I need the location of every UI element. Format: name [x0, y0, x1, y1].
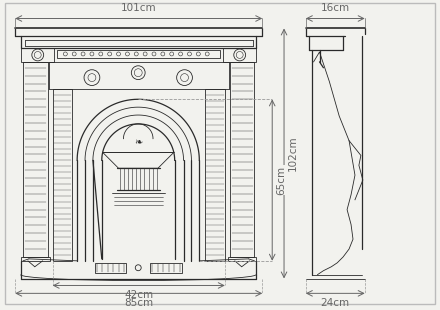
Text: 102cm: 102cm — [288, 136, 298, 171]
Bar — [52, 89, 72, 261]
Bar — [23, 62, 48, 257]
Bar — [95, 263, 126, 273]
Bar — [230, 62, 254, 257]
Text: 42cm: 42cm — [124, 290, 153, 300]
Bar — [21, 257, 50, 261]
Text: 24cm: 24cm — [321, 298, 350, 308]
Text: ❧: ❧ — [134, 138, 142, 148]
Bar — [150, 263, 182, 273]
Bar — [58, 50, 220, 58]
Text: 65cm: 65cm — [276, 166, 286, 195]
Bar — [228, 257, 257, 261]
Bar — [21, 48, 55, 62]
Bar — [205, 89, 225, 261]
Text: 101cm: 101cm — [121, 2, 157, 13]
Text: 85cm: 85cm — [124, 298, 153, 308]
Bar — [223, 48, 257, 62]
Text: 16cm: 16cm — [321, 2, 350, 13]
